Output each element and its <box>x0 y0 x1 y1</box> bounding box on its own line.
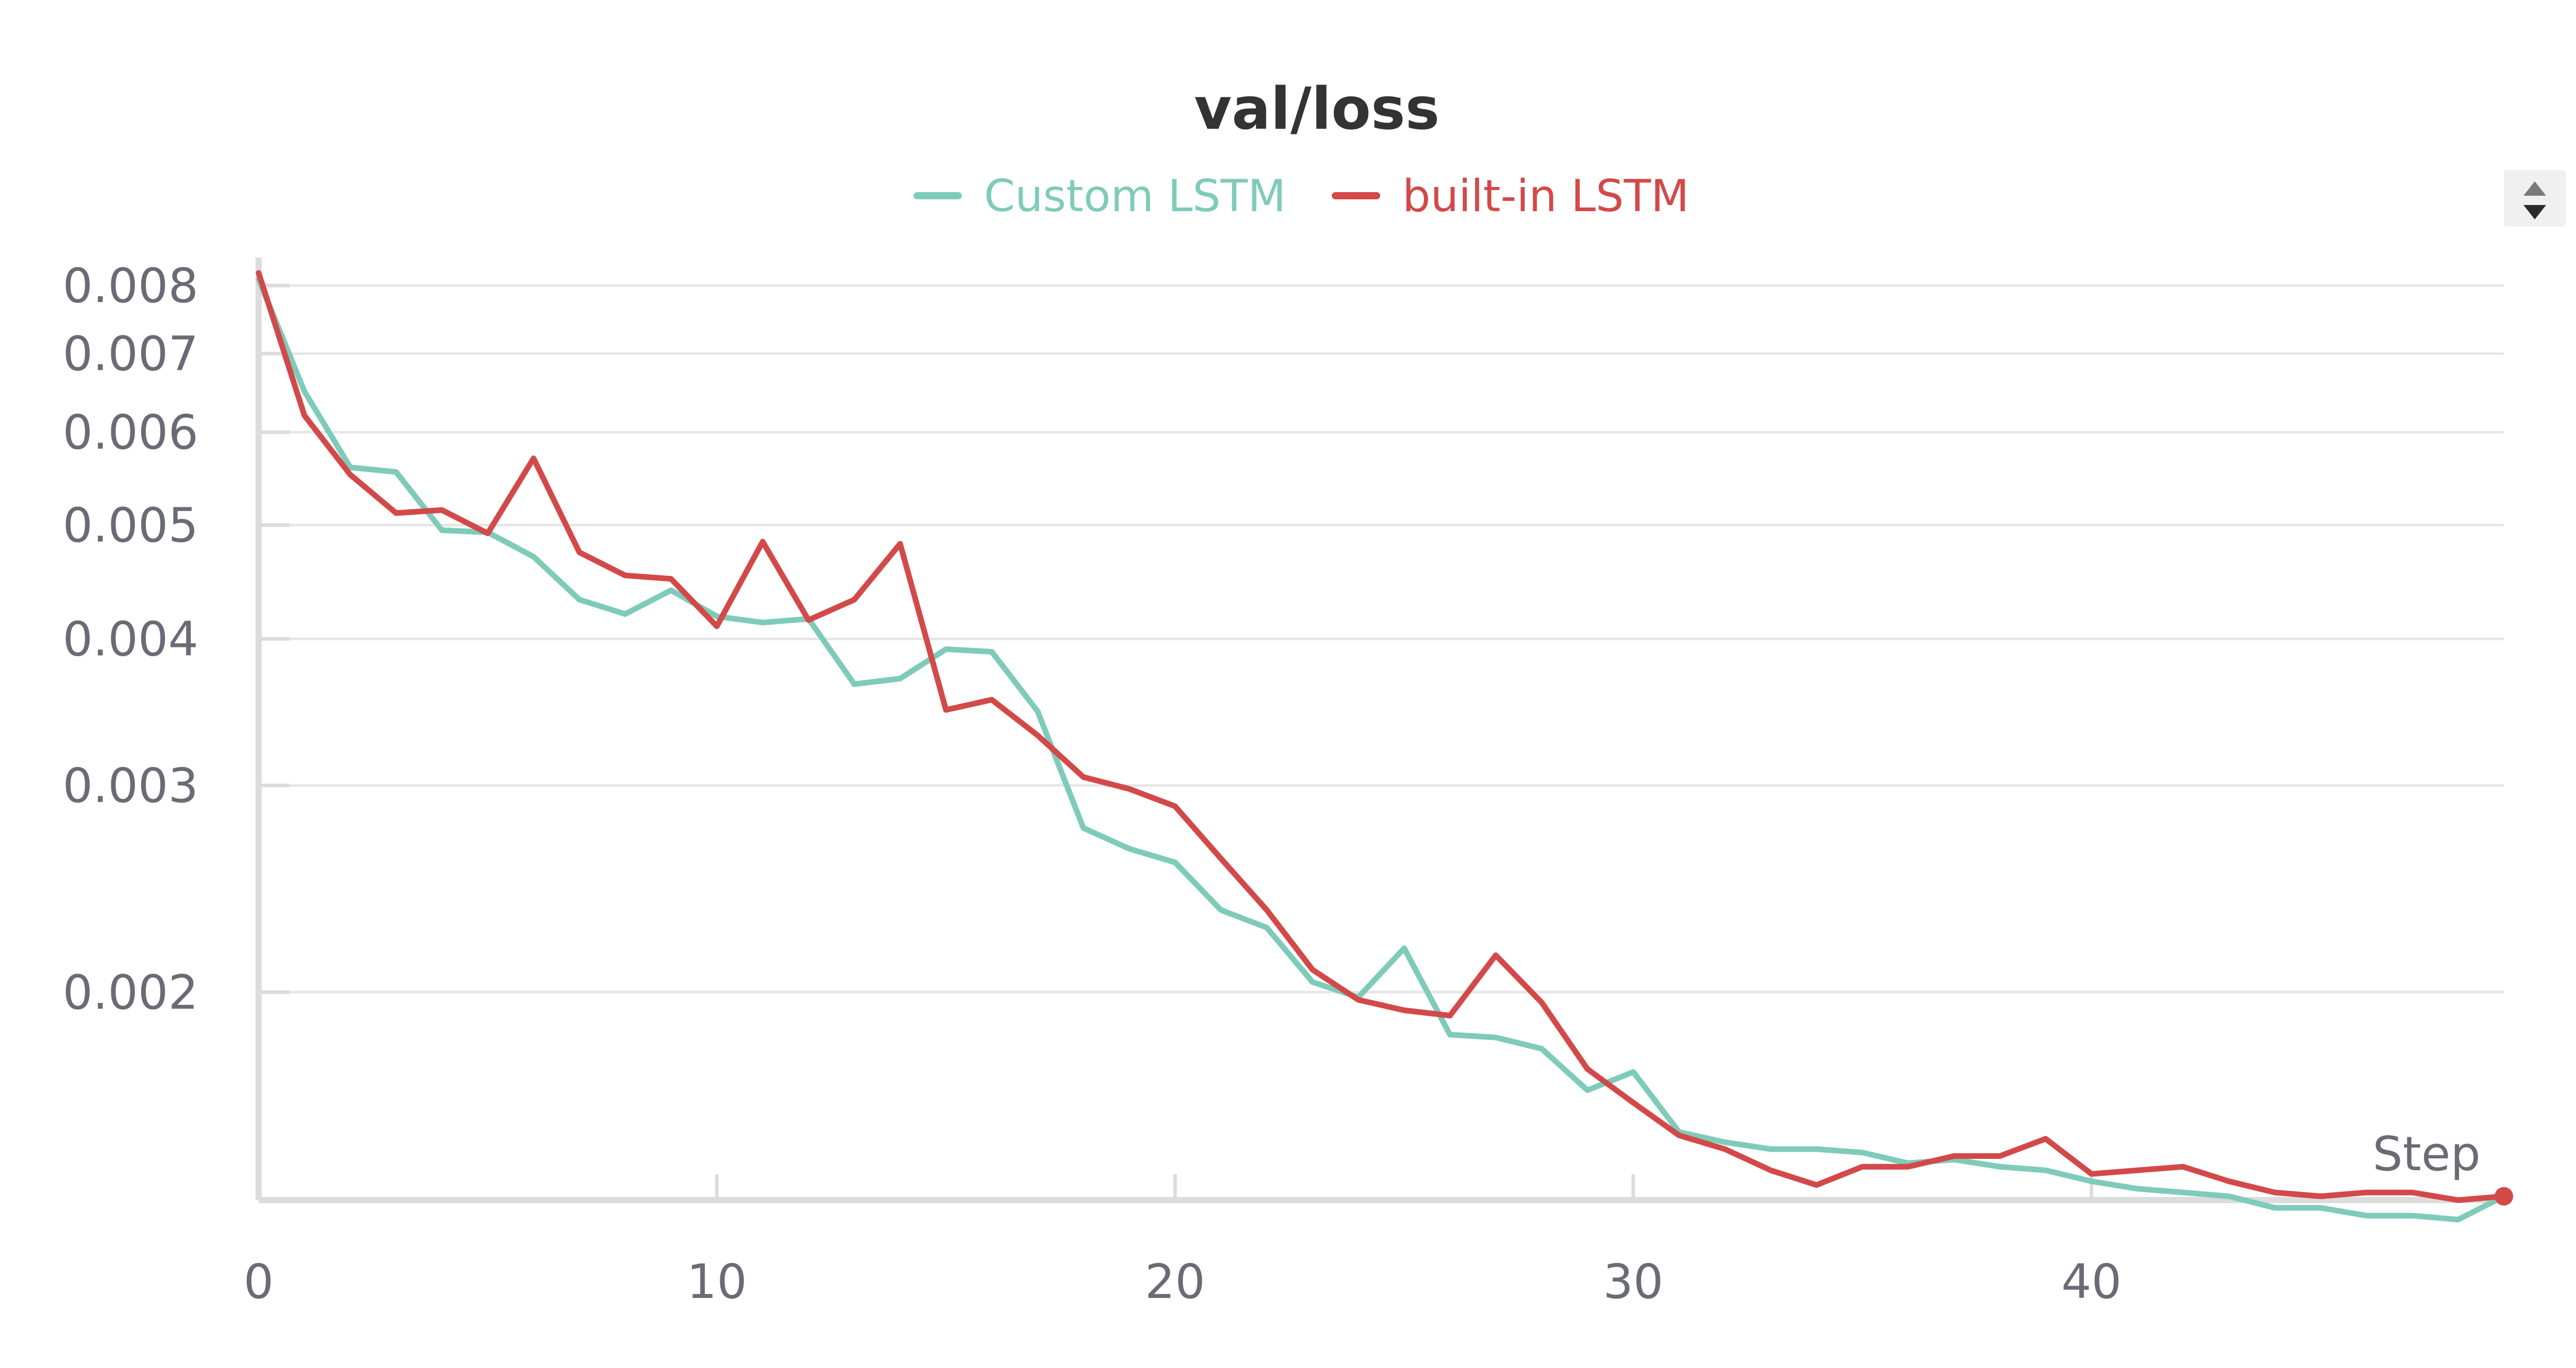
y-tick-label: 0.006 <box>63 405 198 460</box>
chart-title: val/loss <box>1194 76 1440 143</box>
y-tick-label: 0.005 <box>63 498 198 553</box>
y-tick-label: 0.002 <box>63 965 198 1020</box>
y-tick-label: 0.004 <box>63 611 198 666</box>
chevron-down-icon[interactable] <box>2523 205 2546 219</box>
x-tick-label: 40 <box>2061 1254 2122 1309</box>
grid: 0.002 0.003 0.004 0.005 0.006 0.007 0.008 <box>63 258 2504 1020</box>
axes: 0 10 20 30 40 <box>244 258 2504 1309</box>
x-tick-label: 0 <box>244 1254 274 1309</box>
y-tick-label: 0.008 <box>63 258 198 313</box>
series-end-point <box>2495 1187 2513 1206</box>
y-tick-label: 0.007 <box>63 327 198 382</box>
series-line-0 <box>256 276 2507 1223</box>
x-axis-label: Step <box>2372 1126 2480 1182</box>
legend: Custom LSTM built-in LSTM <box>913 170 1689 222</box>
y-tick-label: 0.003 <box>63 758 198 813</box>
legend-label-0[interactable]: Custom LSTM <box>984 170 1286 222</box>
x-tick-label: 10 <box>687 1254 747 1309</box>
x-tick-label: 20 <box>1145 1254 1205 1309</box>
series-line-1 <box>256 270 2507 1203</box>
legend-scroll-control[interactable] <box>2504 170 2566 227</box>
x-tick-label: 30 <box>1603 1254 1664 1309</box>
series-group <box>256 270 2513 1223</box>
legend-label-1[interactable]: built-in LSTM <box>1402 170 1689 222</box>
chevron-up-icon[interactable] <box>2523 181 2546 196</box>
